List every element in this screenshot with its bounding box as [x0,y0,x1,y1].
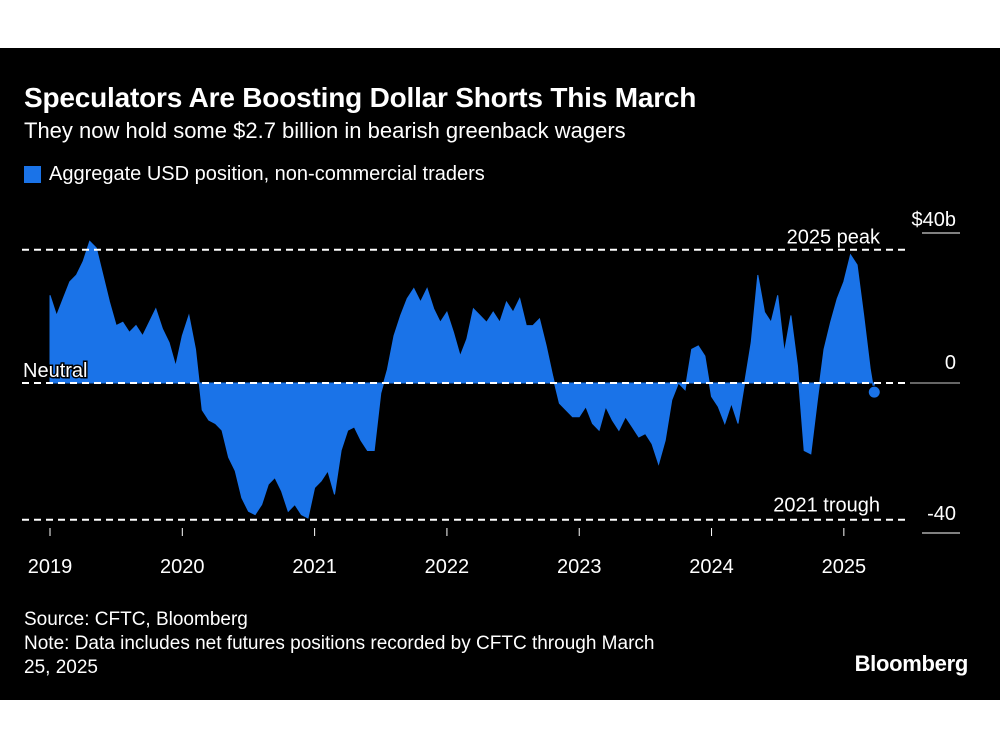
note-text-line2: 25, 2025 [24,657,98,678]
legend: Aggregate USD position, non-commercial t… [24,163,485,186]
x-tick-label-2: 2021 [292,556,337,578]
x-tick-label-5: 2024 [689,556,734,578]
trough-label: 2021 trough [773,495,880,517]
legend-swatch [24,166,41,183]
latest-value-marker [867,385,881,399]
y-tick-label-1: 0 [945,352,956,374]
source-text: Source: CFTC, Bloomberg [24,609,248,630]
legend-label: Aggregate USD position, non-commercial t… [49,163,485,185]
plot-area: 2025 peak Neutral 2021 trough $40b 0 -40 2019 2… [22,209,960,578]
y-tick-label-0: $40b [912,209,957,231]
chart-card: Speculators Are Boosting Dollar Shorts T… [0,48,1000,700]
x-tick-label-0: 2019 [28,556,73,578]
x-tick-label-6: 2025 [822,556,867,578]
chart-title: Speculators Are Boosting Dollar Shorts T… [24,82,697,113]
x-tick-label-4: 2023 [557,556,602,578]
y-tick-label-2: -40 [927,503,956,525]
series-area [49,240,875,519]
bloomberg-logo: Bloomberg [854,651,969,676]
peak-label: 2025 peak [787,227,881,249]
neutral-label: Neutral [23,360,87,382]
x-tick-label-1: 2020 [160,556,205,578]
note-text-line1: Note: Data includes net futures position… [24,633,655,654]
x-tick-label-3: 2022 [425,556,470,578]
chart-subtitle: They now hold some $2.7 billion in beari… [24,118,626,143]
